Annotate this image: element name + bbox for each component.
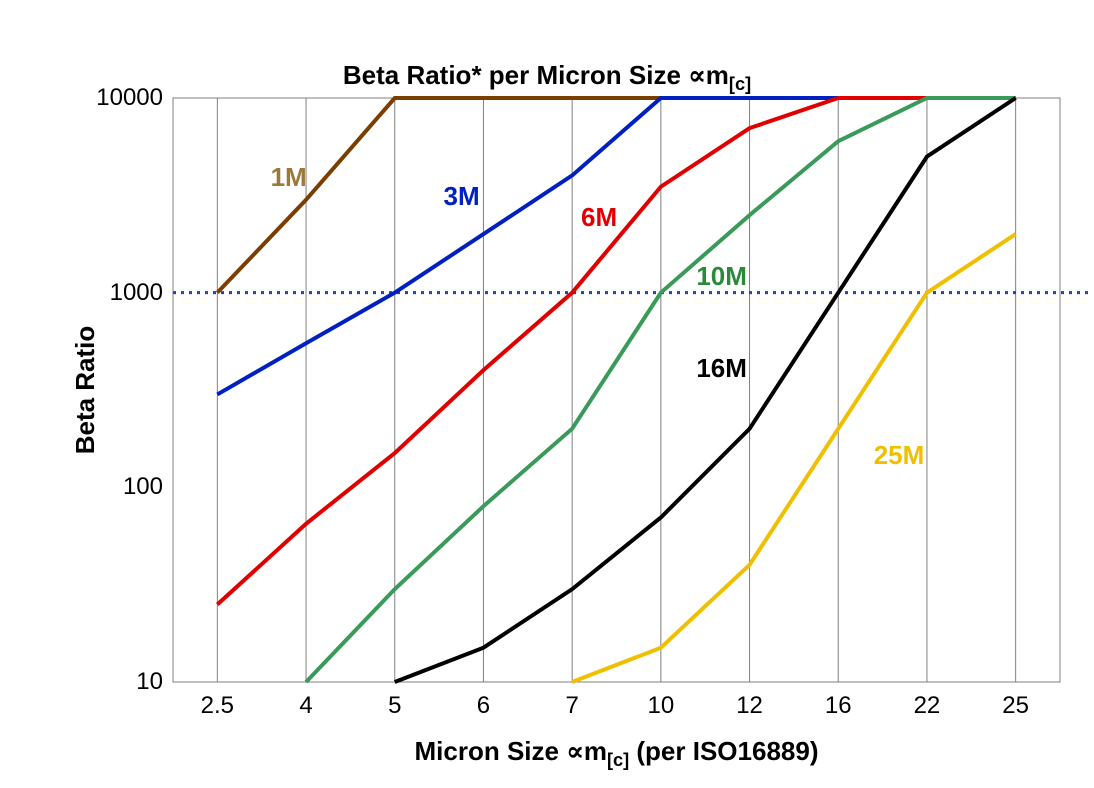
y-tick-label: 100: [73, 473, 163, 501]
x-tick-label: 7: [532, 692, 612, 720]
series-3M: [217, 98, 1015, 394]
series-25M: [572, 234, 1016, 682]
chart-container: Beta Ratio* per Micron Size ∝m[c] Beta R…: [0, 0, 1094, 788]
plot-svg: [0, 0, 1094, 788]
x-tick-label: 12: [710, 692, 790, 720]
series-16M: [395, 98, 1016, 682]
x-tick-label: 5: [355, 692, 435, 720]
series-label-10M: 10M: [696, 261, 747, 292]
y-tick-label: 1000: [73, 279, 163, 307]
series-6M: [217, 98, 1015, 605]
x-tick-label: 22: [887, 692, 967, 720]
y-tick-label: 10: [73, 668, 163, 696]
series-label-16M: 16M: [696, 353, 747, 384]
x-tick-label: 16: [798, 692, 878, 720]
x-tick-label: 10: [621, 692, 701, 720]
x-tick-label: 2.5: [177, 692, 257, 720]
series-label-3M: 3M: [444, 181, 480, 212]
series-label-6M: 6M: [581, 202, 617, 233]
series-label-25M: 25M: [874, 440, 925, 471]
x-tick-label: 25: [976, 692, 1056, 720]
y-tick-label: 10000: [73, 84, 163, 112]
x-tick-label: 4: [266, 692, 346, 720]
series-label-1M: 1M: [271, 162, 307, 193]
x-tick-label: 6: [443, 692, 523, 720]
series-1M: [217, 98, 1015, 293]
